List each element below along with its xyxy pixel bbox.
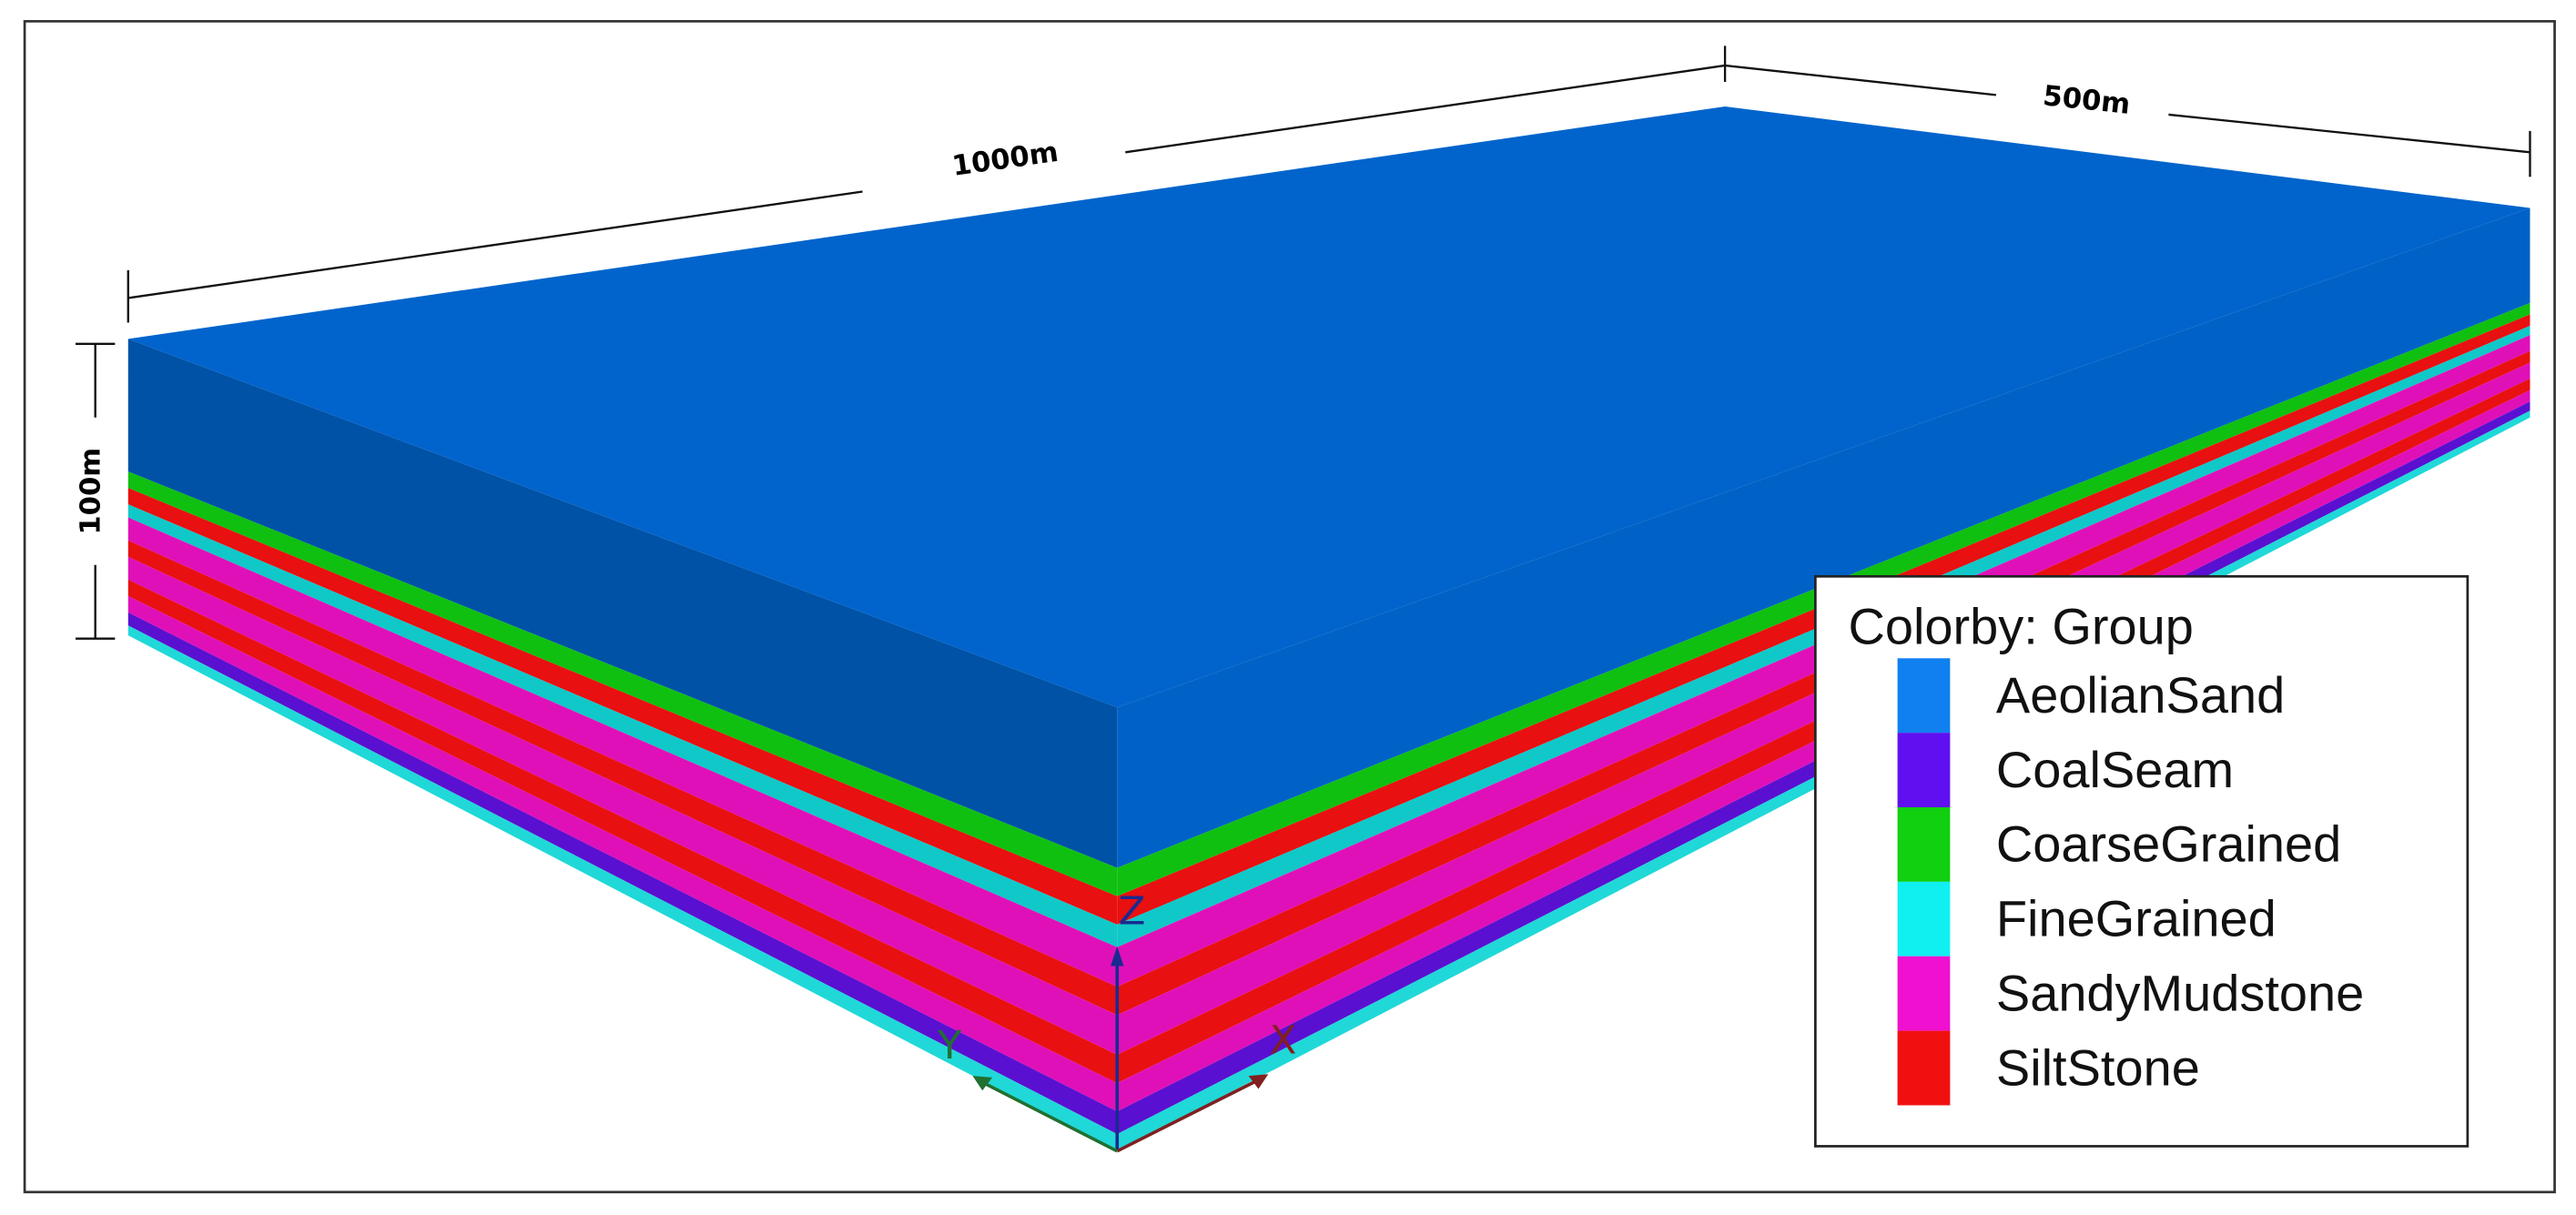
- left-face-layer: [127, 504, 1118, 947]
- left-face-layer: [127, 612, 1118, 1135]
- legend-label: FineGrained: [1996, 890, 2277, 947]
- left-face-layer: [127, 517, 1118, 987]
- legend-label: CoarseGrained: [1996, 815, 2341, 873]
- left-face-layer: [127, 540, 1118, 1016]
- legend-label: SandyMudstone: [1996, 965, 2364, 1022]
- right-face-top-layer: [1117, 208, 2530, 868]
- legend-label: CoalSeam: [1996, 741, 2234, 798]
- x-label: X: [1270, 1018, 1297, 1064]
- legend-swatch: [1897, 658, 1951, 734]
- legend: Colorby: Group AeolianSand CoalSeam Coarse…: [1814, 574, 2470, 1148]
- legend-label: AeolianSand: [1996, 666, 2285, 724]
- legend-swatch: [1897, 733, 1951, 808]
- left-face-layer: [127, 595, 1118, 1112]
- top-face: [127, 106, 2530, 708]
- legend-label: SiltStone: [1996, 1038, 2200, 1096]
- legend-swatch: [1897, 1030, 1951, 1106]
- z-arrow: [1111, 946, 1124, 967]
- y-axis: [985, 1082, 1119, 1153]
- height-label: 100m: [76, 448, 107, 535]
- left-face-layer: [127, 488, 1118, 925]
- left-face-layer: [127, 556, 1118, 1056]
- x-axis: [1116, 1078, 1258, 1153]
- legend-swatch: [1897, 881, 1951, 957]
- dim-line: [1724, 64, 1997, 96]
- legend-swatch: [1897, 956, 1951, 1031]
- legend-swatch: [1897, 807, 1951, 882]
- dim-line: [127, 190, 863, 299]
- x-arrow: [1248, 1074, 1269, 1089]
- dim-line: [2168, 113, 2530, 154]
- legend-title: Colorby: Group: [1848, 597, 2193, 654]
- left-face-layer: [127, 471, 1118, 896]
- y-arrow: [972, 1076, 993, 1091]
- left-face-top-layer: [127, 339, 1118, 868]
- dim-line: [1125, 64, 1726, 154]
- dimension-lines: [76, 46, 2531, 640]
- y-label: Y: [937, 1023, 962, 1068]
- left-face-layer: [127, 579, 1118, 1084]
- z-label: Z: [1119, 888, 1146, 934]
- axis-triad: [972, 946, 1269, 1153]
- frame: [23, 20, 2556, 1194]
- left-face-layer: [127, 625, 1118, 1151]
